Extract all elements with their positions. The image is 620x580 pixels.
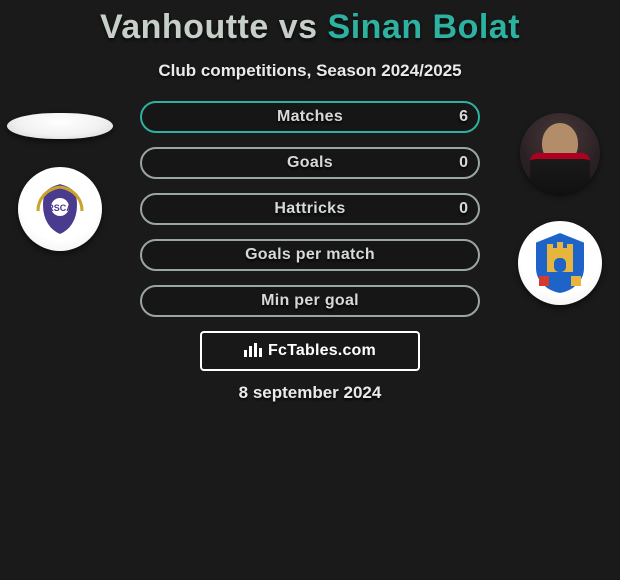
watermark: FcTables.com [200,331,420,371]
stat-label: Matches [277,108,343,126]
bar-chart-icon [244,341,262,362]
stat-row-goals: Goals 0 [140,147,480,179]
stat-right-value: 0 [459,200,468,218]
player1-name: Vanhoutte [100,8,269,46]
watermark-text: FcTables.com [268,342,376,360]
subtitle: Club competitions, Season 2024/2025 [0,61,620,81]
stat-label: Goals [287,154,333,172]
vs-separator: vs [279,8,318,46]
stat-label: Min per goal [261,292,359,310]
player2-club-crest [518,221,602,305]
left-column: RSCA [0,101,120,251]
player2-name: Sinan Bolat [328,8,521,46]
player2-avatar [520,113,600,193]
stat-row-hattricks: Hattricks 0 [140,193,480,225]
right-column [500,101,620,305]
stat-row-matches: Matches 6 [140,101,480,133]
stat-label: Goals per match [245,246,375,264]
date-label: 8 september 2024 [0,383,620,403]
stat-row-min-per-goal: Min per goal [140,285,480,317]
comparison-title: Vanhoutte vs Sinan Bolat [0,8,620,47]
anderlecht-crest-icon: RSCA [28,177,92,241]
player1-avatar [7,113,113,139]
stat-row-goals-per-match: Goals per match [140,239,480,271]
westerlo-crest-icon [525,228,595,298]
stat-right-value: 0 [459,154,468,172]
svg-text:RSCA: RSCA [47,203,73,213]
player1-club-crest: RSCA [18,167,102,251]
stat-bars: Matches 6 Goals 0 Hattricks 0 Goals per … [140,101,480,317]
stat-right-value: 6 [459,108,468,126]
stat-label: Hattricks [274,200,345,218]
